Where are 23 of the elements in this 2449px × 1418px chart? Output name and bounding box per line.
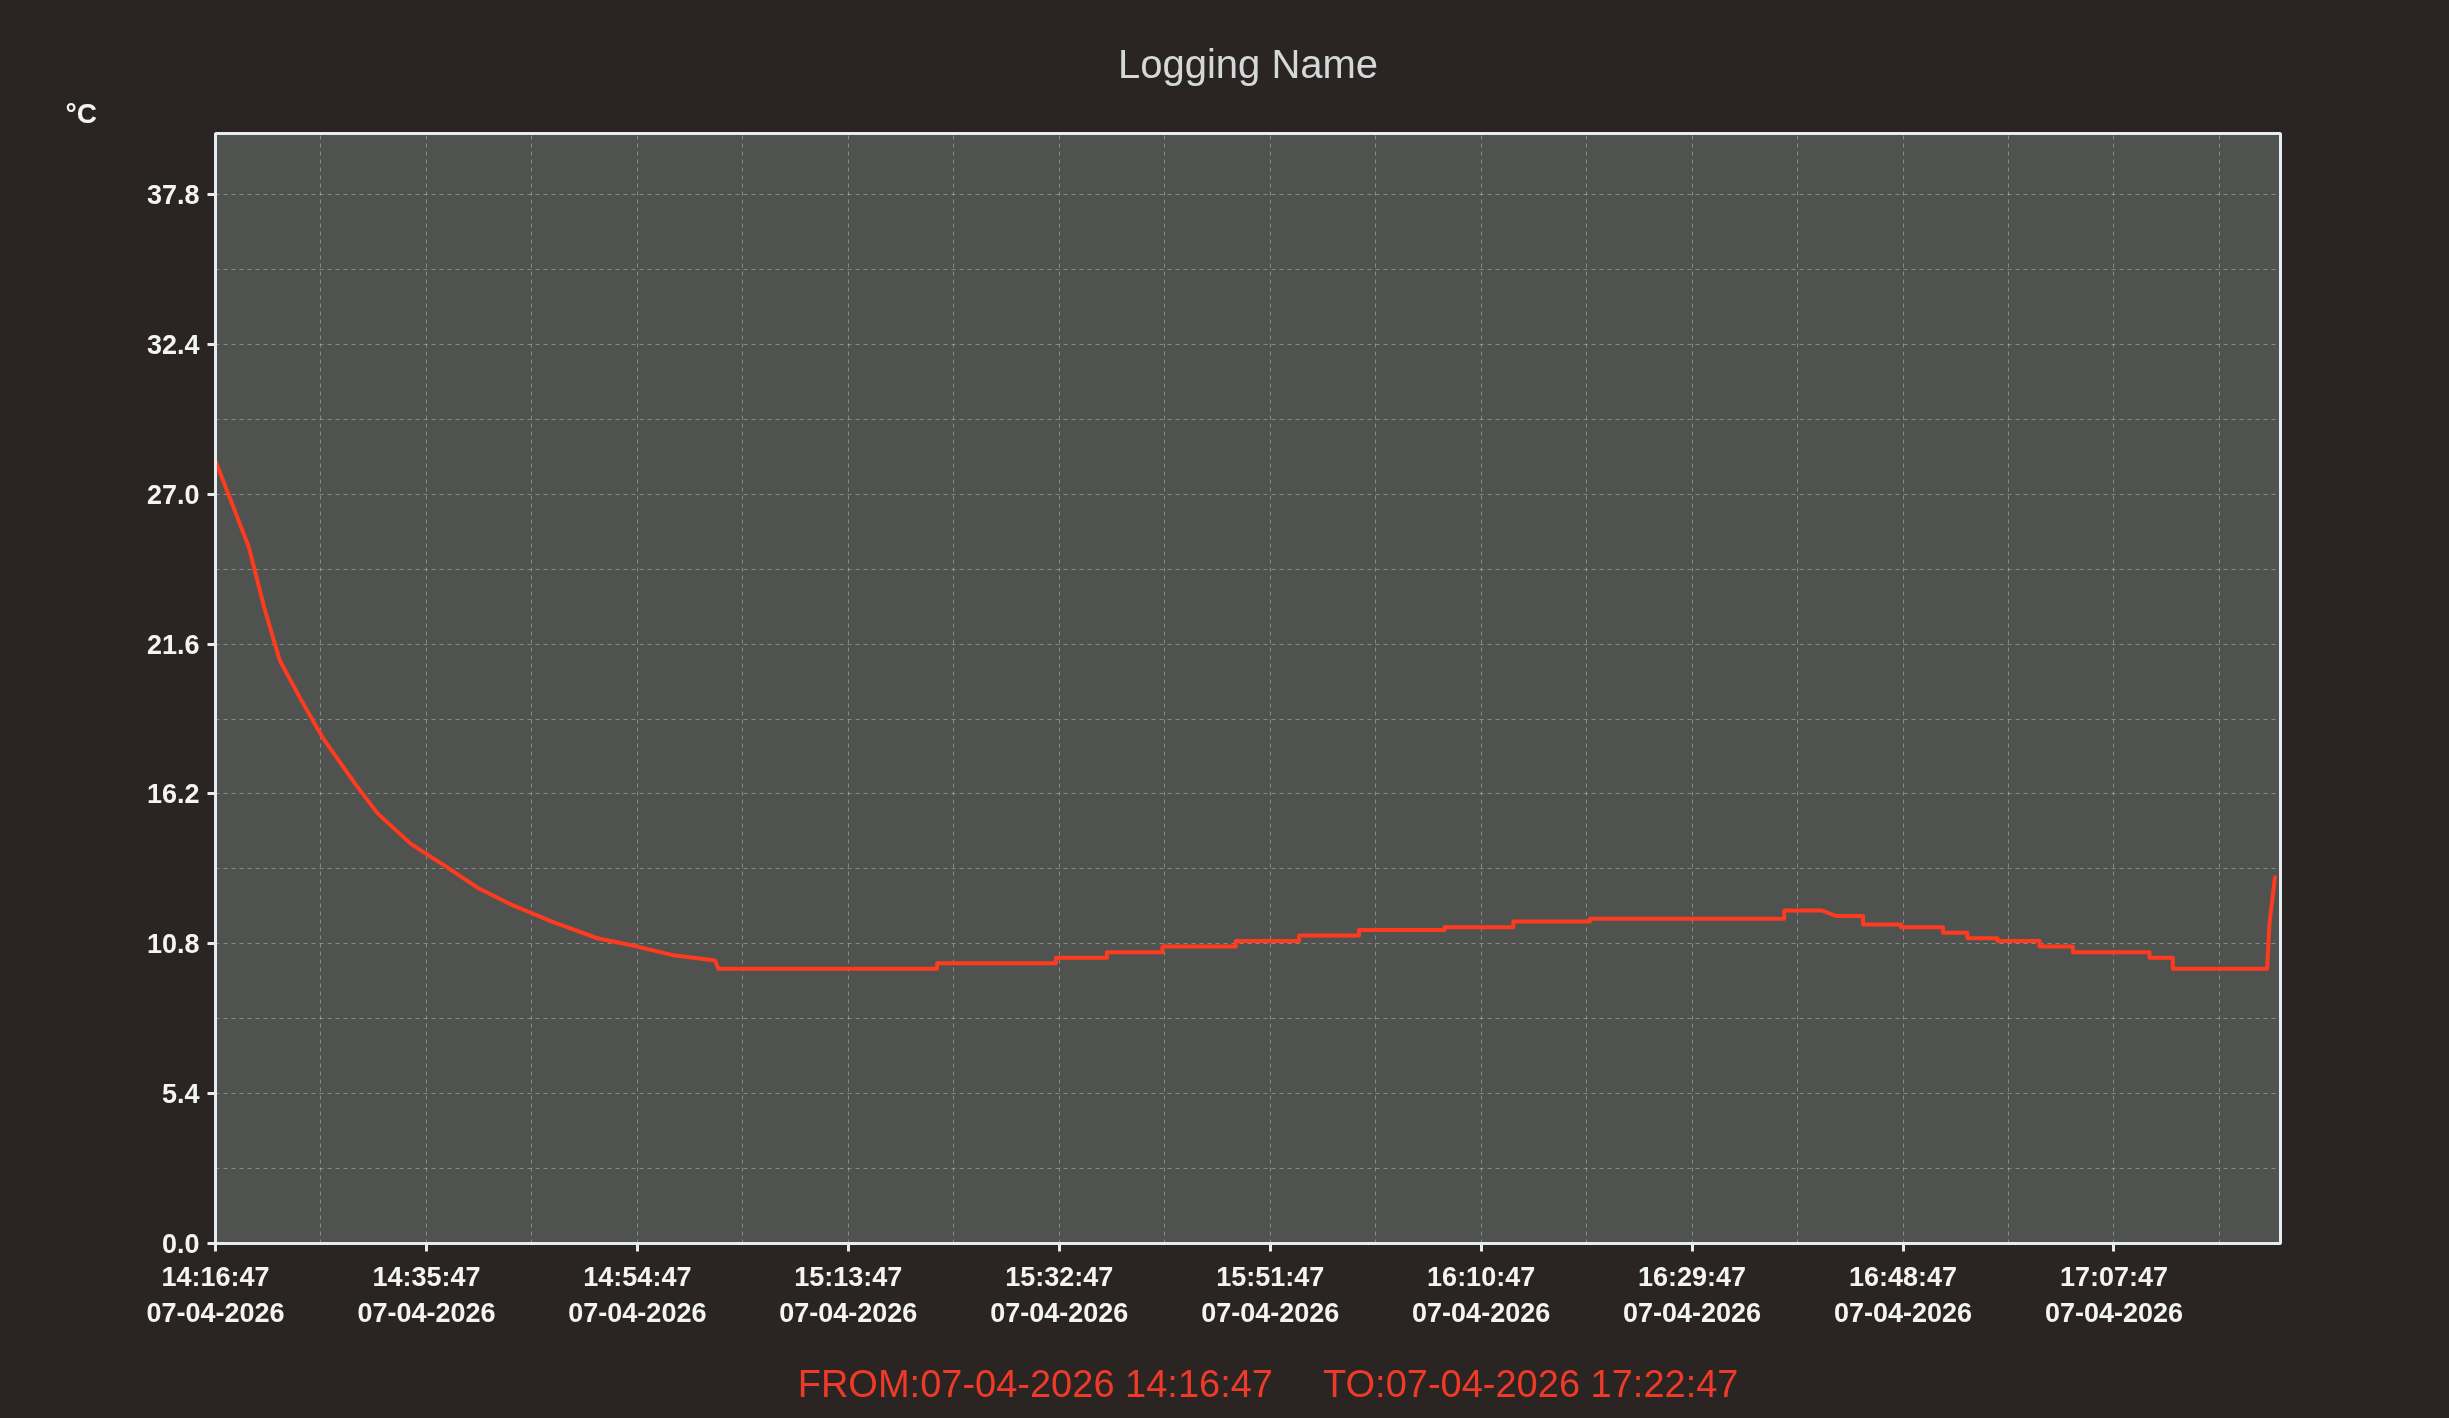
- y-tick-label: 0.0: [161, 1229, 200, 1259]
- x-tick-label: 15:32:47 07-04-2026: [990, 1261, 1129, 1328]
- y-axis-title: °C: [65, 97, 97, 129]
- text: FROM:07-04-2026 14:16:47: [797, 1362, 1273, 1407]
- y-tick-label: 21.6: [146, 629, 200, 660]
- y-tick-label: 37.8: [146, 180, 200, 211]
- x-tick-label: 15:51:47 07-04-2026: [1201, 1261, 1340, 1328]
- y-tick-label: 32.4: [146, 329, 200, 360]
- x-tick-label: 17:07:47 07-04-2026: [2044, 1261, 2184, 1328]
- line-series: [215, 458, 2277, 971]
- x-tick-label: 14:35:47 07-04-2026: [357, 1261, 496, 1328]
- x-tick-label: 16:48:47 07-04-2026: [1833, 1261, 1973, 1328]
- x-tick-label: 15:13:47 07-04-2026: [779, 1261, 918, 1328]
- text: TO:07-04-2026 17:22:47: [1323, 1362, 1739, 1407]
- y-tick-label: 5.4: [161, 1079, 200, 1110]
- x-tick-label: 14:16:47 07-04-2026: [146, 1261, 285, 1328]
- y-tick-label: 10.8: [146, 929, 200, 960]
- x-tick-label: 16:10:47 07-04-2026: [1412, 1261, 1551, 1328]
- chart-title: Logging Name: [1117, 41, 1379, 86]
- x-tick-label: 16:29:47 07-04-2026: [1623, 1261, 1762, 1328]
- y-tick-label: 27.0: [146, 479, 200, 510]
- y-tick-label: 16.2: [146, 779, 200, 810]
- x-tick-label: 14:54:47 07-04-2026: [568, 1261, 707, 1328]
